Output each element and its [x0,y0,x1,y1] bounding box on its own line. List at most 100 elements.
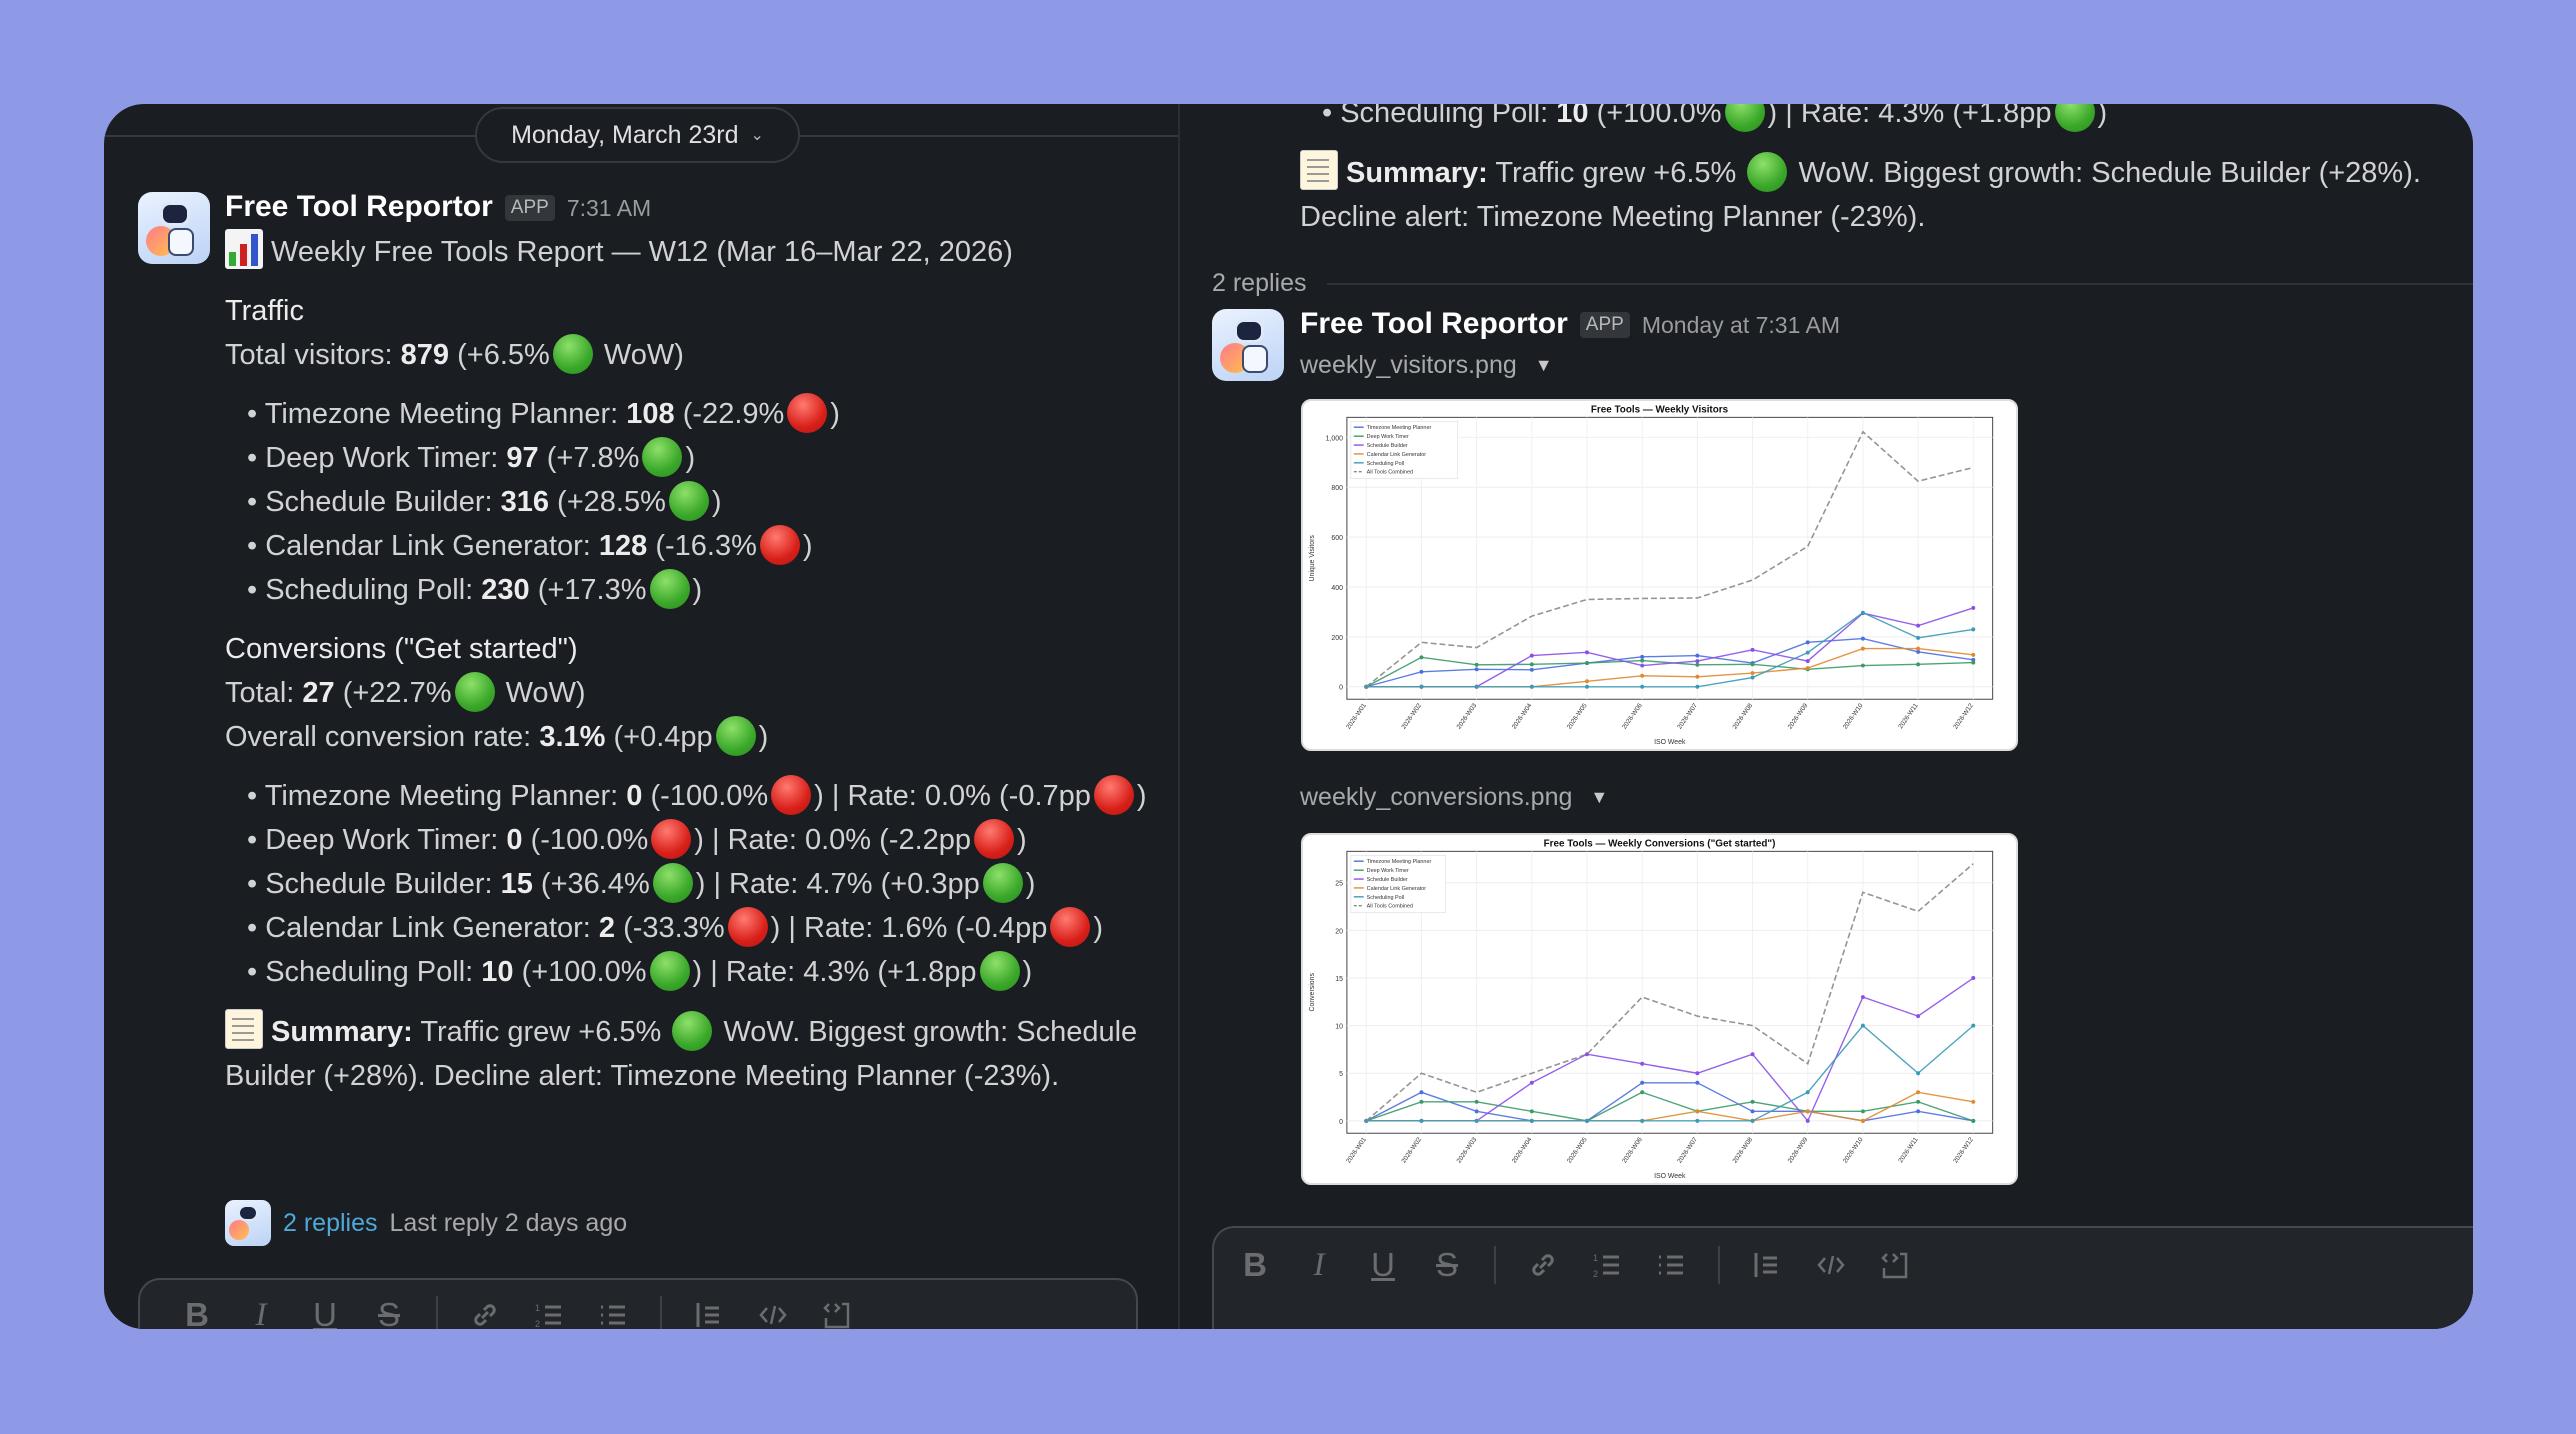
data-point [1860,995,1865,1000]
stat-value: 0 [626,780,643,812]
data-point [1971,1118,1976,1123]
series-line-3 [1366,647,1974,688]
reply-sender-name[interactable]: Free Tool Reportor [1300,307,1568,340]
data-point [1971,652,1976,657]
bold-icon[interactable]: B [185,1296,209,1329]
chart-title: Free Tools — Weekly Visitors [1591,404,1729,415]
reply-app-badge: APP [1579,312,1630,338]
file-visitors-toggle[interactable]: weekly_visitors.png ▼ [1300,351,1553,380]
traffic-total: Total visitors: 879 (+6.5% WoW) [225,333,1155,377]
code-block-icon[interactable] [820,1300,854,1329]
plot-frame [1346,416,1994,700]
stat-value: 15 [500,868,533,900]
code-icon[interactable] [756,1300,790,1329]
file-conversions-toggle[interactable]: weekly_conversions.png ▼ [1300,783,1608,812]
svg-text:1: 1 [1593,1253,1598,1263]
italic-icon[interactable]: I [1313,1246,1325,1283]
reply-time[interactable]: Monday at 7:31 AM [1641,312,1841,338]
strikethrough-icon[interactable]: S [1435,1246,1458,1283]
conversions-chart-image[interactable]: Free Tools — Weekly Conversions ("Get st… [1301,833,2018,1185]
conversion-item: • Scheduling Poll: 10 (+100.0%) | Rate: … [225,950,1155,994]
data-point [1916,1090,1921,1095]
reply-count: 2 replies [1212,269,1307,297]
stat-change: (+17.3% [529,574,647,606]
stat-value: 0 [506,824,523,856]
data-point [1805,640,1810,645]
legend-entry: Deep Work Timer [1367,434,1409,440]
series-line-3 [1366,1091,1974,1122]
stat-change: (-100.0% [522,824,649,856]
message-header: Free Tool Reportor APP 7:31 AM [225,190,651,224]
stat-suffix: WoW) [595,339,684,371]
message-time[interactable]: 7:31 AM [566,195,652,221]
code-block-icon[interactable] [1878,1250,1912,1280]
data-point [1750,1099,1755,1104]
replies-link[interactable]: 2 replies [283,1208,378,1237]
y-tick-label: 10 [1335,1024,1343,1031]
data-point [1916,635,1921,640]
link-icon[interactable] [468,1300,502,1329]
green-circle-icon [979,951,1020,991]
code-icon[interactable] [1814,1250,1848,1280]
visitors-chart-image[interactable]: Free Tools — Weekly Visitors 0 200 400 600 80… [1301,399,2018,751]
data-point [1860,646,1865,651]
data-point [1916,662,1921,667]
green-circle-icon [1747,152,1788,192]
conversion-item: • Timezone Meeting Planner: 0 (-100.0%) … [225,774,1155,818]
underline-icon[interactable]: U [313,1296,337,1329]
data-point [1916,649,1921,654]
data-point [1585,1118,1589,1123]
y-axis-label: Conversions [1309,973,1316,1012]
x-tick-label: 2026-W03 [1456,702,1479,731]
date-label: Monday, March 23rd [511,120,739,149]
series-line-5 [1365,863,1974,1122]
x-tick-label: 2026-W11 [1897,702,1920,730]
blockquote-icon[interactable] [692,1300,726,1329]
data-point [1419,655,1424,660]
green-circle-icon [552,334,593,374]
series-line-1 [1366,1091,1974,1122]
conversion-rate: Overall conversion rate: 3.1% (+0.4pp) [225,715,1155,759]
data-point [1750,1118,1755,1123]
date-divider-button[interactable]: Monday, March 23rd ⌄ [475,107,800,163]
y-tick-label: 0 [1339,685,1343,692]
bold-icon[interactable]: B [1243,1246,1267,1283]
reply-avatar[interactable] [1212,309,1284,381]
toolbar-separator [1718,1246,1720,1284]
italic-icon[interactable]: I [255,1296,267,1330]
underline-icon[interactable]: U [1371,1246,1395,1283]
link-icon[interactable] [1526,1250,1560,1280]
bulleted-list-icon[interactable] [596,1300,630,1329]
stat-change: (-16.3% [647,530,757,562]
stat-change: (-100.0% [642,780,769,812]
blockquote-icon[interactable] [1750,1250,1784,1280]
data-point [1695,659,1700,664]
sender-name[interactable]: Free Tool Reportor [225,190,493,223]
strikethrough-icon[interactable]: S [377,1296,400,1329]
green-circle-icon [715,716,756,756]
thread-replies[interactable]: 2 replies Last reply 2 days ago [225,1200,627,1246]
x-tick-label: 2026-W07 [1676,1136,1699,1165]
data-point [1805,666,1810,671]
stat-change: (+36.4% [532,868,650,900]
paren: ) [802,530,813,562]
data-point [1805,1090,1810,1095]
data-point [1419,1099,1424,1104]
pane-divider[interactable] [1178,104,1180,1329]
traffic-item: • Scheduling Poll: 230 (+17.3%) [225,568,1155,612]
traffic-list: • Timezone Meeting Planner: 108 (-22.9%)… [225,392,1155,612]
avatar[interactable] [138,192,210,264]
x-tick-label: 2026-W01 [1345,1136,1368,1165]
reply-header: Free Tool Reportor APP Monday at 7:31 AM [1300,307,1840,341]
data-point [1860,663,1865,668]
bulleted-list-icon[interactable] [1654,1250,1688,1280]
green-circle-icon [652,863,693,903]
reply-count-divider: 2 replies [1212,269,2473,298]
summary-text: Traffic grew +6.5% [412,1016,670,1048]
series-line-4 [1366,611,1974,688]
thread-summary: Summary: Traffic grew +6.5% WoW. Biggest… [1300,150,2450,239]
